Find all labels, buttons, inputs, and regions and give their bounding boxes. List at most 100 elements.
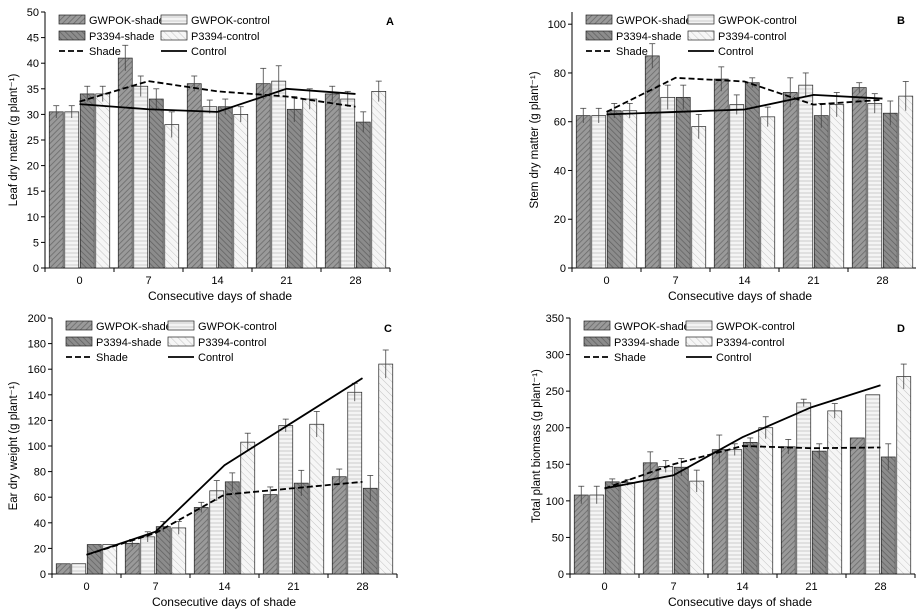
- panel-b-bar-gwpok-control-2: [729, 104, 745, 269]
- panel-d-bar-gwpok-shade-2: [711, 449, 727, 575]
- panel-b-legend-label-control: Control: [718, 46, 753, 58]
- panel-d-legend-label-shade: Shade: [614, 352, 646, 364]
- panel-b-bar-p3394-shade-0: [606, 110, 622, 269]
- panel-d-ytick-label-1: 50: [552, 532, 564, 544]
- panel-d-bar-p3394-shade-2: [742, 441, 758, 575]
- panel-b-bar-p3394-control-4: [898, 95, 914, 269]
- panel-a: 0 5 10 15 20 25 30 35 40 45 50 0 7 14 21 28 GWPOK-shade G…: [8, 7, 394, 303]
- panel-c-bar-gwpok-shade-0: [55, 563, 71, 575]
- panel-a-bar-gwpok-control-4: [340, 98, 356, 269]
- panel-b-legend-label-p3394-control: P3394-control: [718, 31, 787, 43]
- panel-c-ytick-label-0: 0: [40, 569, 46, 581]
- panel-a-xtick-label-4: 28: [349, 275, 361, 287]
- panel-c-bar-gwpok-shade-3: [262, 494, 278, 575]
- panel-a-xtick-label-3: 21: [280, 275, 292, 287]
- panel-b-ytick-label-1: 20: [554, 214, 566, 226]
- panel-b-legend-label-gwpok-shade: GWPOK-shade: [616, 15, 692, 27]
- panel-a-legend-label-gwpok-shade: GWPOK-shade: [89, 15, 165, 27]
- panel-d-legend-label-p3394-control: P3394-control: [716, 337, 785, 349]
- panel-c-ytick-label-8: 160: [28, 364, 46, 376]
- panel-c-bar-p3394-control-2: [240, 441, 256, 575]
- panel-c-legend-label-gwpok-shade: GWPOK-shade: [96, 321, 172, 333]
- panel-d-bar-p3394-shade-3: [811, 450, 827, 575]
- panel-b-plot: 0 20 40 60 80 100 0 7 14 21 28 GWPOK-shade GWPOK-con…: [548, 12, 916, 287]
- panel-c-bar-p3394-control-4: [378, 363, 394, 575]
- panel-a-xtick-label-1: 7: [145, 275, 151, 287]
- panel-c-legend-label-p3394-shade: P3394-shade: [96, 337, 161, 349]
- panel-b-bar-gwpok-control-3: [798, 84, 814, 269]
- panel-c-ytick-label-10: 200: [28, 313, 46, 325]
- panel-d-bar-p3394-shade-1: [673, 466, 689, 575]
- panel-d-bar-p3394-control-0: [620, 482, 636, 575]
- panel-b-legend-swatch-p3394-control: [687, 30, 715, 41]
- panel-b-legend-swatch-gwpok-control: [687, 14, 715, 25]
- panel-d-bar-p3394-control-2: [758, 427, 774, 575]
- panel-c-ytick-label-4: 80: [34, 467, 46, 479]
- panel-c-bar-gwpok-control-1: [140, 536, 156, 575]
- panel-d-legend-label-gwpok-control: GWPOK-control: [716, 321, 795, 333]
- panel-c-bar-p3394-shade-1: [155, 526, 171, 575]
- panel-a-legend-swatch-gwpok-control: [160, 14, 188, 25]
- panel-d-bar-p3394-shade-4: [880, 456, 896, 575]
- panel-a-bar-p3394-shade-1: [148, 98, 164, 269]
- panel-a-ytick-label-1: 5: [33, 237, 39, 249]
- panel-d-letter: D: [897, 323, 905, 335]
- panel-a-ytick-label-8: 40: [27, 58, 39, 70]
- panel-d-bar-p3394-control-3: [827, 410, 843, 575]
- panel-b-bar-p3394-shade-3: [813, 115, 829, 269]
- panel-b-bar-gwpok-shade-4: [851, 87, 867, 269]
- panel-c-legend-swatch-p3394-control: [167, 336, 195, 347]
- panel-a-plot: 0 5 10 15 20 25 30 35 40 45 50 0 7 14 21 28 GWPOK-shade G…: [27, 7, 391, 287]
- panel-b-legend-swatch-p3394-shade: [585, 30, 613, 41]
- panel-c-bar-p3394-shade-0: [86, 544, 102, 575]
- panel-c-legend-label-gwpok-control: GWPOK-control: [198, 321, 277, 333]
- panel-d-ytick-label-2: 100: [546, 496, 564, 508]
- panel-a-ytick-label-3: 15: [27, 186, 39, 198]
- panel-d-ytick-label-7: 350: [546, 313, 564, 325]
- panel-b-ytick-label-2: 40: [554, 165, 566, 177]
- panel-b-xtick-label-0: 0: [603, 275, 609, 287]
- panel-a-letter: A: [386, 16, 394, 28]
- panel-d-legend-swatch-p3394-shade: [583, 336, 611, 347]
- panel-a-legend-swatch-p3394-control: [160, 30, 188, 41]
- panel-c-legend-label-shade: Shade: [96, 352, 128, 364]
- panel-d-bar-gwpok-shade-0: [573, 494, 589, 575]
- panel-c-bar-p3394-shade-3: [293, 482, 309, 575]
- panel-b-bar-gwpok-control-4: [867, 103, 883, 269]
- panel-a-line-shade: [79, 80, 356, 108]
- panel-c-xlabel: Consecutive days of shade: [152, 595, 296, 609]
- panel-d-legend-label-p3394-shade: P3394-shade: [614, 337, 679, 349]
- panel-c-legend-swatch-p3394-shade: [65, 336, 93, 347]
- panel-b-bar-p3394-shade-1: [675, 96, 691, 269]
- panel-c: 0 20 40 60 80 100 120 140 160 180 200 0 7 14 21 28 GWPOK…: [8, 313, 398, 609]
- panel-b-bar-gwpok-control-1: [660, 96, 676, 269]
- panel-d-xtick-label-3: 21: [805, 581, 817, 593]
- panel-d-plot: 0 50 100 150 200 250 300 350 0 7 14 21 28 GWPOK-shade…: [546, 313, 916, 593]
- panel-a-legend-swatch-p3394-shade: [58, 30, 86, 41]
- panel-d-xtick-label-2: 14: [736, 581, 748, 593]
- panel-d-legend-swatch-gwpok-shade: [583, 320, 611, 331]
- panel-c-legend-swatch-gwpok-control: [167, 320, 195, 331]
- panel-d-bar-p3394-control-4: [896, 376, 912, 575]
- panel-b-bar-gwpok-control-0: [591, 115, 607, 269]
- panel-a-legend-label-p3394-control: P3394-control: [191, 31, 260, 43]
- panel-a-legend-label-gwpok-control: GWPOK-control: [191, 15, 270, 27]
- panel-a-bar-gwpok-shade-1: [117, 57, 133, 269]
- panel-c-ytick-label-2: 40: [34, 518, 46, 530]
- panel-c-ylabel: Ear dry weight (g plant⁻¹): [8, 381, 20, 510]
- panel-a-bar-gwpok-control-2: [202, 106, 218, 269]
- panel-a-ytick-label-0: 0: [33, 263, 39, 275]
- panel-a-ytick-label-7: 35: [27, 84, 39, 96]
- panel-c-bar-gwpok-control-0: [71, 563, 87, 575]
- panel-b-line-control: [606, 93, 883, 116]
- panel-d-bar-gwpok-control-3: [796, 402, 812, 575]
- panel-b-xtick-label-1: 7: [672, 275, 678, 287]
- panel-a-bar-p3394-shade-2: [217, 106, 233, 269]
- panel-d-bar-gwpok-control-4: [865, 394, 881, 575]
- panel-a-bar-p3394-control-0: [95, 93, 111, 269]
- panel-c-bar-p3394-shade-2: [224, 481, 240, 575]
- panel-b-line-shade: [606, 76, 883, 113]
- panel-c-ytick-label-6: 120: [28, 415, 46, 427]
- panel-d-bar-gwpok-shade-3: [780, 446, 796, 575]
- panel-c-ytick-label-9: 180: [28, 339, 46, 351]
